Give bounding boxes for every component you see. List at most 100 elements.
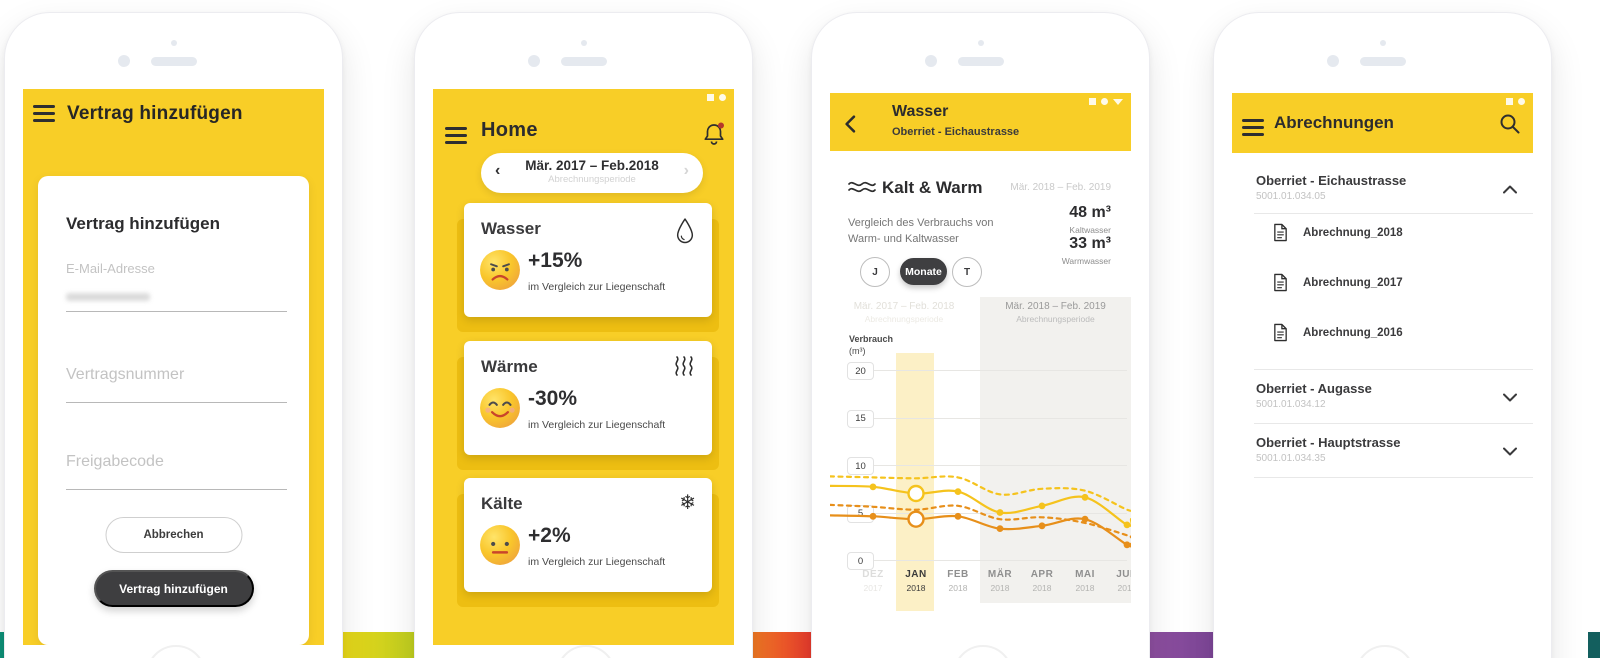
y-tick-label: 10 <box>847 457 874 475</box>
divider <box>1254 477 1533 478</box>
card-title: Kälte <box>481 494 523 513</box>
toggle-monate-button[interactable]: Monate <box>900 258 947 285</box>
front-camera <box>117 55 130 67</box>
contract-number-field[interactable] <box>66 402 287 403</box>
invoice-row-2017[interactable]: Abrechnung_2017 <box>1272 273 1403 292</box>
x-tick-label: FEB 2018 <box>947 569 969 593</box>
document-icon <box>1274 273 1287 292</box>
x-tick-label: APR 2018 <box>1030 569 1054 593</box>
chevron-down-icon[interactable] <box>1503 389 1517 402</box>
card-waerme[interactable]: Wärme -30% im Vergleich zur Liegenschaft <box>457 341 719 470</box>
phone-mockup-invoices: Abrechnungen Oberriet - Eichaustrasse 50… <box>1213 12 1552 658</box>
chart-period-left: Mär. 2017 – Feb. 2018 Abrechnungsperiode <box>853 301 955 324</box>
invoice-row-2016[interactable]: Abrechnung_2016 <box>1272 323 1403 342</box>
y-tick-label: 20 <box>847 362 874 380</box>
chevron-down-icon[interactable] <box>1503 443 1517 456</box>
property-code: 5001.01.034.05 <box>1256 191 1326 202</box>
screen-home: Home ‹ Mär. 2017 – Feb.2018 Abrechnungsp… <box>433 89 734 645</box>
invoice-row-2018[interactable]: Abrechnung_2018 <box>1272 223 1403 242</box>
cancel-button[interactable]: Abbrechen <box>105 517 242 553</box>
front-camera <box>1326 55 1339 67</box>
card-title: Wasser <box>481 219 541 238</box>
card-wasser[interactable]: Wasser +15% im Vergleich zur Liegenschaf… <box>457 203 719 332</box>
property-group-hauptstrasse[interactable]: Oberriet - Hauptstrasse <box>1256 435 1401 450</box>
page-title: Home <box>481 119 538 141</box>
speaker-slot <box>957 57 1004 66</box>
front-camera <box>924 55 937 67</box>
speaker-slot <box>1359 57 1406 66</box>
consumption-chart: Mär. 2017 – Feb. 2018 Abrechnungsperiode… <box>830 289 1131 633</box>
warmwasser-value: 33 m³ <box>1069 235 1111 252</box>
next-period-chevron[interactable]: › <box>683 162 689 179</box>
toggle-jahre-button[interactable]: J <box>860 257 890 287</box>
color-strip-orange-red <box>748 632 812 658</box>
description-line1: Vergleich des Verbrauchs von <box>848 217 994 229</box>
document-icon <box>1274 323 1287 342</box>
menu-icon[interactable] <box>1242 119 1264 136</box>
page-title: Abrechnungen <box>1274 113 1394 132</box>
comparison-caption: im Vergleich zur Liegenschaft <box>528 556 666 568</box>
property-group-eichaustrasse[interactable]: Oberriet - Eichaustrasse <box>1256 173 1407 188</box>
y-tick-label: 15 <box>847 409 874 428</box>
release-code-field[interactable] <box>66 489 287 490</box>
sensor-dot <box>580 40 587 46</box>
back-icon[interactable] <box>844 115 856 133</box>
front-camera <box>527 55 540 67</box>
percentage-value: +15% <box>528 249 583 272</box>
period-label: Mär. 2017 – Feb.2018 <box>525 158 659 173</box>
property-group-augasse[interactable]: Oberriet - Augasse <box>1256 381 1372 396</box>
warmwasser-label: Warmwasser <box>1061 256 1111 266</box>
invoice-label: Abrechnung_2017 <box>1303 276 1403 289</box>
chart-line-series <box>830 475 1131 549</box>
y-tick-label: 0 <box>847 552 874 570</box>
email-field[interactable] <box>66 311 287 312</box>
invoices-header: Abrechnungen <box>1232 93 1533 153</box>
menu-icon[interactable] <box>33 105 55 122</box>
menu-icon[interactable] <box>445 127 467 144</box>
period-sublabel: Abrechnungsperiode <box>548 174 636 185</box>
color-strip-lime <box>338 632 414 658</box>
description-line2: Warm- und Kaltwasser <box>848 233 959 245</box>
x-tick-label: MÄR 2018 <box>987 569 1013 593</box>
chart-period-right: Mär. 2018 – Feb. 2019 Abrechnungsperiode <box>1005 301 1106 324</box>
email-label: E-Mail-Adresse <box>66 261 155 276</box>
home-button[interactable] <box>145 645 206 658</box>
x-tick-label: MAI 2018 <box>1075 569 1095 593</box>
gridline <box>850 370 1127 371</box>
property-code: 5001.01.034.35 <box>1256 453 1326 464</box>
email-value-redacted <box>66 293 150 301</box>
snowflake-icon: ❄ <box>679 492 696 514</box>
home-button[interactable] <box>555 645 616 658</box>
x-tick-label: DEZ 2017 <box>862 569 884 593</box>
card-kaelte[interactable]: Kälte ❄ +2% im Vergleich zur Liegenschaf… <box>457 478 719 607</box>
speaker-slot <box>560 57 607 66</box>
speaker-slot <box>150 57 197 66</box>
billing-period-selector[interactable]: ‹ Mär. 2017 – Feb.2018 Abrechnungsperiod… <box>481 153 703 193</box>
release-code-label: Freigabecode <box>66 453 164 470</box>
home-button[interactable] <box>1354 645 1415 658</box>
sensor-dot <box>977 40 984 46</box>
notification-bell-icon[interactable] <box>702 121 726 145</box>
card-title: Vertrag hinzufügen <box>66 214 220 233</box>
x-tick-label: JAN 2018 <box>905 569 927 593</box>
add-contract-card: Vertrag hinzufügen E-Mail-Adresse Vertra… <box>38 176 309 645</box>
waves-icon <box>847 177 877 202</box>
detail-title: Wasser <box>892 103 949 120</box>
status-bar-icons <box>707 94 726 101</box>
toggle-tage-button[interactable]: T <box>952 257 982 287</box>
page-title: Vertrag hinzufügen <box>67 103 243 124</box>
comparison-caption: im Vergleich zur Liegenschaft <box>528 281 666 293</box>
home-button[interactable] <box>952 645 1013 658</box>
add-contract-button[interactable]: Vertrag hinzufügen <box>93 570 254 607</box>
current-period-shading <box>980 297 1131 603</box>
chevron-up-icon[interactable] <box>1503 181 1517 194</box>
color-strip-teal-right <box>1588 632 1600 658</box>
screen-water-detail: Wasser Oberriet - Eichaustrasse Kalt & W… <box>830 89 1131 645</box>
x-tick-label: JUN2018 <box>1116 569 1131 593</box>
sensor-dot <box>170 40 177 46</box>
percentage-value: -30% <box>528 387 578 410</box>
search-icon[interactable] <box>1499 113 1521 135</box>
sad-emoji <box>479 249 521 291</box>
previous-period-chevron[interactable]: ‹ <box>495 162 501 179</box>
gridline <box>850 417 1127 419</box>
